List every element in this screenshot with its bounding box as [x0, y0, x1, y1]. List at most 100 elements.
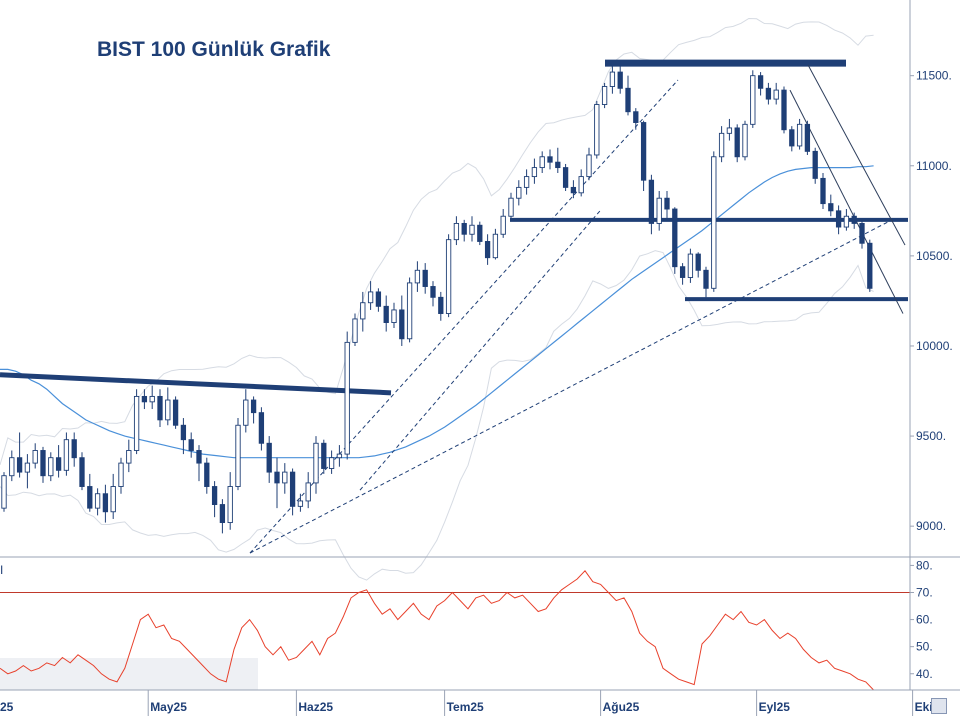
uptrend-line-2: [249, 219, 893, 554]
candle-body: [734, 127, 740, 158]
uptrend-line-1: [249, 79, 679, 554]
candle-body: [102, 493, 109, 513]
candle-body: [383, 305, 389, 323]
candle-body: [55, 457, 62, 471]
candle-body: [570, 186, 577, 194]
candle-body: [835, 210, 842, 228]
candle-body: [157, 395, 163, 421]
price-tick-label: 11500.: [916, 69, 952, 83]
candle-body: [352, 318, 358, 343]
candle-body: [539, 156, 545, 169]
candle-body: [820, 177, 826, 205]
price-tick-label: 11000.: [916, 159, 952, 173]
candle-body: [391, 309, 397, 323]
candle-body: [40, 450, 46, 477]
candle-body: [859, 222, 865, 244]
corner-button[interactable]: [931, 698, 947, 714]
rsi-tick-label: 60.: [916, 613, 933, 627]
candle-body: [765, 87, 772, 100]
time-tick-label: Haz25: [298, 700, 333, 714]
rsi-tick-label: 80.: [916, 558, 933, 572]
candle-body: [235, 424, 241, 487]
candle-body: [453, 222, 460, 241]
candle-body: [461, 222, 467, 235]
candle-body: [640, 122, 647, 181]
candle-body: [773, 89, 779, 100]
rsi-tick-label: 50.: [916, 640, 933, 654]
candle-body: [445, 239, 452, 314]
candle-body: [648, 179, 655, 224]
candle-body: [438, 296, 444, 314]
candle-body: [695, 253, 701, 271]
uptrend-line-3: [359, 210, 601, 491]
candle-body: [477, 224, 483, 242]
candle-body: [165, 399, 171, 421]
rsi-tick-label: 70.: [916, 586, 933, 600]
rsi-shaded-zone: [0, 658, 258, 690]
rsi-tick-label: 40.: [916, 667, 933, 681]
candle-body: [196, 450, 202, 464]
candle-body: [297, 500, 304, 507]
candle-body: [562, 167, 569, 188]
time-tick-label: 25: [0, 700, 14, 714]
candle-body: [94, 493, 101, 509]
candle-body: [586, 154, 592, 178]
time-tick-label: Tem25: [447, 700, 484, 714]
candle-body: [867, 242, 873, 289]
candle-body: [133, 395, 140, 451]
candle-body: [516, 186, 522, 199]
upper-band-line: [0, 17, 874, 466]
candle-body: [16, 457, 23, 473]
candle-body: [344, 341, 350, 455]
candle-body: [789, 129, 795, 147]
candle-body: [118, 462, 124, 487]
candle-body: [469, 224, 475, 235]
candle-body: [63, 439, 70, 471]
candle-body: [79, 457, 85, 487]
candle-body: [24, 462, 31, 473]
rsi-panel: 80. 70. 60. 50. 40.: [0, 558, 933, 691]
candle-body: [609, 71, 616, 87]
candle-body: [406, 282, 413, 340]
candle-body: [851, 215, 857, 224]
candle-body: [141, 395, 148, 403]
candle-body: [601, 86, 608, 105]
candle-body: [313, 442, 319, 484]
candle-body: [289, 471, 296, 507]
candle-body: [360, 302, 366, 320]
candle-body: [305, 482, 311, 502]
candle-body: [110, 486, 116, 513]
candle-body: [211, 486, 218, 505]
time-tick-label: Eyl25: [759, 700, 791, 714]
candle-body: [656, 197, 662, 224]
candle-body: [274, 471, 280, 484]
candle-body: [250, 399, 257, 414]
candle-body: [633, 111, 639, 123]
time-tick-label: May25: [150, 700, 187, 714]
candle-body: [547, 156, 553, 163]
price-tick-label: 10000.: [916, 339, 953, 353]
left-level-line: [0, 372, 392, 396]
candle-body: [679, 266, 686, 278]
candle-body: [828, 203, 834, 212]
candle-body: [711, 156, 717, 289]
price-tick-label: 10500.: [916, 249, 953, 263]
candle-body: [804, 123, 811, 152]
candle-body: [500, 215, 506, 235]
candle-body: [555, 161, 561, 169]
candle-body: [32, 450, 38, 464]
candle-body: [492, 233, 499, 259]
time-tick-label: Ağu25: [603, 700, 640, 714]
channel-upper-line: [807, 64, 906, 246]
candle-body: [672, 208, 678, 268]
candle-body: [149, 395, 155, 403]
candle-body: [718, 132, 725, 158]
moving-average-layer: [0, 165, 874, 459]
bollinger-band-layer: [0, 17, 874, 581]
price-tick-label: 9000.: [916, 519, 946, 533]
candle-body: [180, 424, 187, 441]
candle-body: [48, 457, 54, 477]
candle-body: [757, 75, 764, 89]
candle-body: [414, 269, 421, 284]
